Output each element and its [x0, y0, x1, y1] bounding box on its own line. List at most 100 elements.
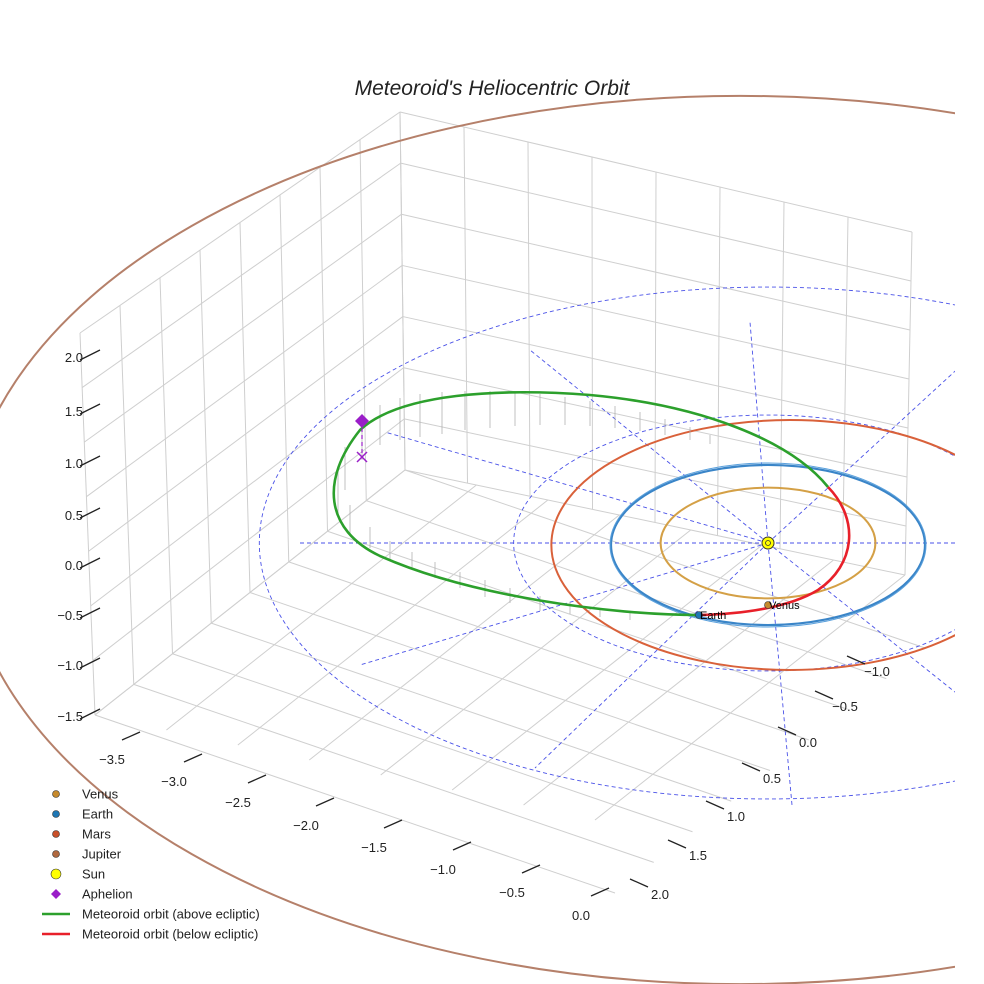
legend-swatch: [50, 868, 62, 880]
grid-line: [83, 213, 402, 443]
z-tick-mark: [79, 455, 101, 467]
grid-line: [399, 111, 913, 233]
orbit-mars: [550, 419, 955, 671]
reference-spoke: [384, 431, 769, 544]
grid-line: [79, 111, 401, 334]
venus-label: Venus: [769, 600, 800, 612]
z-tick-mark: [79, 507, 101, 519]
legend-label: Jupiter: [82, 847, 122, 862]
grid-line: [79, 332, 96, 716]
y-tick-mark: [814, 690, 834, 700]
legend-swatch: [51, 889, 61, 899]
grid-line: [399, 111, 406, 471]
z-tick-label: −1.5: [57, 709, 83, 724]
grid-line: [904, 231, 913, 576]
orbit-jupiter: [0, 95, 955, 984]
grid-line: [90, 367, 404, 607]
venus-marker: [764, 601, 772, 609]
x-tick-label: −2.0: [293, 818, 319, 833]
z-tick-label: 1.0: [65, 456, 83, 471]
x-tick-mark: [452, 841, 472, 851]
aphelion-marker: [355, 414, 369, 428]
legend-swatch: [52, 810, 60, 818]
x-tick-mark: [590, 887, 610, 897]
grid-line: [86, 265, 403, 498]
y-tick-label: 0.0: [799, 735, 817, 750]
sun-marker: [761, 536, 775, 550]
grid-line: [88, 316, 404, 552]
grid-line: [400, 162, 912, 282]
legend-label: Meteoroid orbit (above ecliptic): [82, 907, 260, 922]
grid-line: [359, 139, 367, 501]
grid-line: [94, 714, 616, 894]
reference-spoke: [529, 349, 769, 544]
grid-line: [319, 167, 328, 532]
grid-line: [717, 186, 721, 536]
legend: Venus Earth Mars Jupiter Sun Aphelion Meteoroi…: [42, 787, 260, 942]
y-tick-mark: [705, 800, 725, 810]
x-tick-mark: [315, 797, 335, 807]
grid-line: [402, 264, 910, 380]
grid-line: [463, 126, 468, 484]
reference-spoke: [767, 542, 793, 806]
z-tick-label: 2.0: [65, 350, 83, 365]
z-tick-mark: [79, 708, 101, 720]
y-tick-label: −0.5: [832, 699, 858, 714]
grid-line: [166, 484, 477, 731]
grid-line: [159, 277, 173, 654]
x-tick-mark: [521, 864, 541, 874]
grid-line: [211, 622, 732, 802]
y-tick-mark: [846, 655, 866, 665]
grid-line: [237, 499, 549, 746]
y-tick-mark: [741, 762, 761, 772]
grid-line: [199, 250, 212, 624]
y-tick-mark: [777, 726, 797, 736]
x-tick-label: −0.5: [499, 885, 525, 900]
grid-line: [404, 469, 906, 576]
x-tick-label: −3.5: [99, 752, 125, 767]
z-tick-label: 0.5: [65, 508, 83, 523]
y-tick-mark: [667, 839, 687, 849]
reference-circle: [259, 286, 955, 800]
legend-label: Venus: [82, 787, 119, 802]
x-tick-label: 0.0: [572, 908, 590, 923]
grid-line: [279, 194, 290, 562]
x-tick-label: −3.0: [161, 774, 187, 789]
orbit-earth-trace: [609, 462, 927, 628]
z-tick-label: −0.5: [57, 608, 83, 623]
grid-line: [92, 418, 405, 661]
grid-line: [401, 213, 911, 331]
grid-line: [133, 683, 654, 863]
grid-line: [239, 222, 251, 593]
grid-line: [81, 162, 402, 388]
z-tick-label: 0.0: [65, 558, 83, 573]
grid-line: [288, 561, 809, 741]
z-tick-mark: [79, 657, 101, 669]
x-tick-mark: [383, 819, 403, 829]
grid-line: [451, 544, 763, 791]
legend-swatch: [52, 850, 60, 858]
orbit-earth: [609, 463, 927, 627]
grid-line: [94, 469, 406, 716]
x-tick-mark: [121, 731, 141, 741]
grid-line: [119, 305, 135, 685]
x-tick-mark: [183, 753, 203, 763]
sun-core: [765, 540, 771, 546]
z-tick-mark: [79, 557, 101, 569]
legend-swatch: [52, 830, 60, 838]
z-tick-label: −1.0: [57, 658, 83, 673]
x-tick-label: −1.0: [430, 862, 456, 877]
meteoroid-orbit-above: [332, 391, 830, 617]
grid-line: [779, 201, 785, 549]
z-tick-mark: [79, 349, 101, 361]
legend-label: Meteoroid orbit (below ecliptic): [82, 927, 258, 942]
reference-spoke: [534, 542, 769, 769]
earth-marker: [695, 611, 703, 619]
grid-line: [591, 156, 593, 510]
grid-line: [308, 514, 620, 761]
grid-line: [366, 500, 887, 680]
grid-line: [654, 171, 657, 523]
grid-line: [404, 418, 907, 527]
earth-label: Earth: [700, 610, 726, 622]
